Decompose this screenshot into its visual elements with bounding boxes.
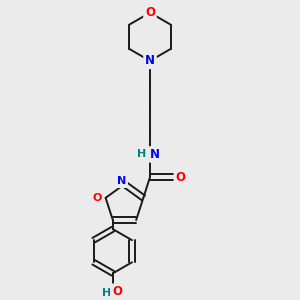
Text: H: H <box>137 149 147 159</box>
Text: O: O <box>92 193 102 203</box>
Text: N: N <box>117 176 126 186</box>
Text: N: N <box>145 54 155 68</box>
Text: O: O <box>112 285 122 298</box>
Text: O: O <box>176 171 186 184</box>
Text: H: H <box>102 288 111 298</box>
Text: N: N <box>150 148 160 161</box>
Text: O: O <box>145 6 155 19</box>
